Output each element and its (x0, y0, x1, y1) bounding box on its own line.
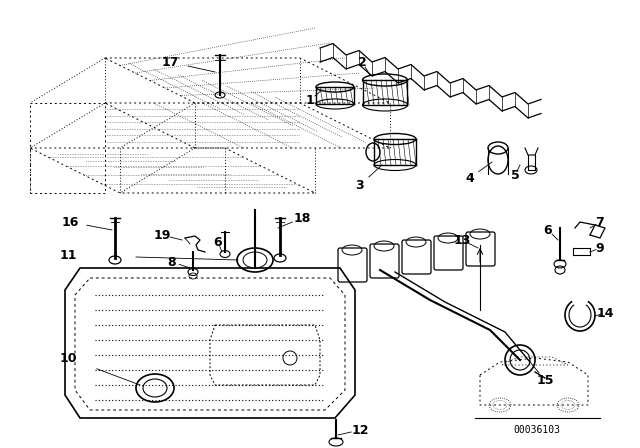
Text: 3: 3 (356, 178, 364, 191)
Text: 11: 11 (60, 249, 77, 262)
Text: 1: 1 (306, 94, 314, 107)
Text: 17: 17 (161, 56, 179, 69)
Text: 6: 6 (544, 224, 552, 237)
Text: 15: 15 (536, 374, 554, 387)
Text: 6: 6 (214, 236, 222, 249)
Text: 12: 12 (351, 423, 369, 436)
Text: 00036103: 00036103 (513, 425, 561, 435)
Text: 10: 10 (60, 352, 77, 365)
Text: 4: 4 (466, 172, 474, 185)
Text: 2: 2 (358, 56, 366, 69)
Text: 9: 9 (596, 241, 604, 254)
Text: 5: 5 (511, 168, 520, 181)
Text: 13: 13 (453, 233, 470, 246)
Text: 19: 19 (154, 228, 171, 241)
Text: 7: 7 (596, 215, 604, 228)
Text: 14: 14 (596, 306, 614, 319)
Text: 8: 8 (168, 255, 176, 268)
Text: 16: 16 (61, 215, 79, 228)
Text: 18: 18 (293, 211, 310, 224)
